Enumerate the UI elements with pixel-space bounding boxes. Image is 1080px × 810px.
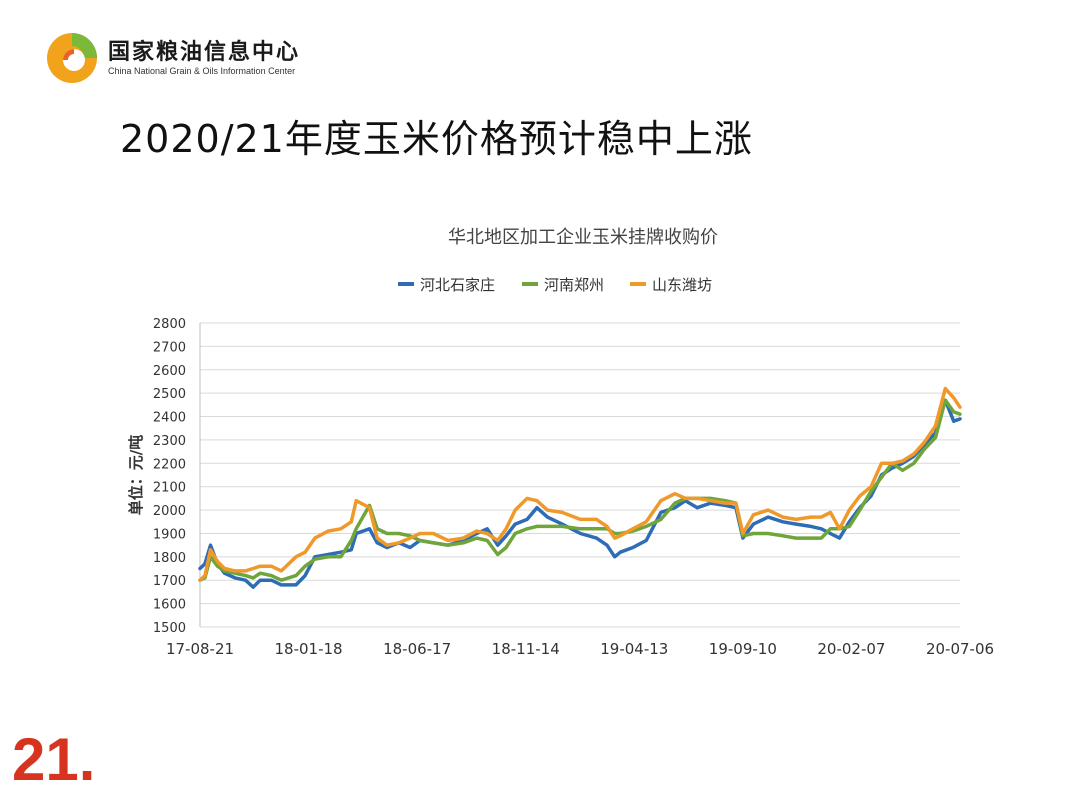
x-tick-label: 18-06-17	[383, 640, 451, 658]
x-tick-labels: 17-08-21 18-01-18 18-06-17 18-11-14 19-04-13…	[166, 640, 994, 658]
y-tick-label: 1700	[153, 574, 186, 589]
y-tick-label: 1600	[153, 598, 186, 613]
y-tick-label: 2800	[153, 317, 186, 332]
x-tick-label: 19-04-13	[600, 640, 668, 658]
series-line-henan	[198, 398, 962, 582]
y-tick-label: 1500	[153, 621, 186, 636]
x-tick-label: 20-02-07	[817, 640, 885, 658]
y-tick-label: 2200	[153, 457, 186, 472]
slide-title: 2020/21年度玉米价格预计稳中上涨	[120, 117, 753, 161]
legend-swatch-henan	[522, 282, 538, 286]
y-tick-label: 2400	[153, 411, 186, 426]
series-line-hebei	[198, 398, 962, 589]
x-tick-label: 20-07-06	[926, 640, 994, 658]
legend-swatch-hebei	[398, 282, 414, 286]
series-line-shandong	[198, 386, 962, 582]
x-tick-label: 18-11-14	[492, 640, 560, 658]
grid-lines	[199, 322, 960, 628]
logo-icon	[47, 33, 97, 83]
y-tick-label: 2500	[153, 387, 186, 402]
y-tick-label: 2000	[153, 504, 186, 519]
y-tick-label: 2300	[153, 434, 186, 449]
x-tick-label: 17-08-21	[166, 640, 234, 658]
logo-cn-text: 国家粮油信息中心	[108, 39, 301, 65]
logo-en-text: China National Grain & Oils Information …	[108, 66, 296, 76]
page-number: 21.	[12, 726, 96, 793]
y-tick-labels: 1500 1600 1700 1800 1900 2000 2100 2200 2300 2400…	[153, 317, 186, 636]
y-tick-label: 2100	[153, 481, 186, 496]
chart-title: 华北地区加工企业玉米挂牌收购价	[448, 227, 718, 248]
y-axis-label: 单位：元/吨	[127, 435, 145, 515]
y-tick-label: 1800	[153, 551, 186, 566]
legend-swatch-shandong	[630, 282, 646, 286]
x-tick-label: 18-01-18	[275, 640, 343, 658]
x-tick-label: 19-09-10	[709, 640, 777, 658]
chart-legend: 河北石家庄 河南郑州 山东潍坊	[398, 276, 712, 294]
logo: 国家粮油信息中心 China National Grain & Oils Inf…	[44, 28, 344, 88]
legend-label-shandong: 山东潍坊	[652, 276, 712, 294]
y-tick-label: 2600	[153, 364, 186, 379]
series-lines	[198, 386, 962, 589]
y-tick-label: 1900	[153, 527, 186, 542]
legend-label-hebei: 河北石家庄	[420, 276, 495, 294]
y-tick-label: 2700	[153, 340, 186, 355]
legend-label-henan: 河南郑州	[544, 276, 604, 294]
